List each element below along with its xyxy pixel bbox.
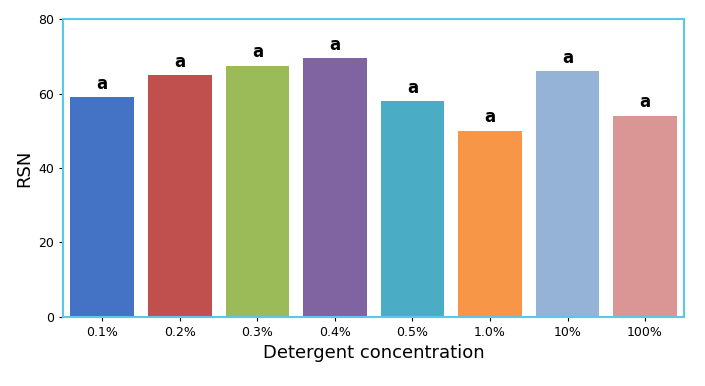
Bar (70, 97, 134, 317)
Text: a: a (174, 52, 185, 71)
Bar (613, 116, 677, 317)
Y-axis label: RSN: RSN (15, 149, 33, 186)
Text: a: a (562, 49, 573, 67)
Bar (226, 66, 289, 317)
Bar (536, 71, 599, 317)
Text: a: a (329, 36, 341, 54)
Text: a: a (484, 108, 496, 126)
Bar (458, 131, 522, 317)
X-axis label: Detergent concentration: Detergent concentration (263, 344, 484, 362)
Bar (381, 101, 444, 317)
Bar (303, 58, 367, 317)
Text: a: a (639, 93, 651, 112)
Bar (148, 75, 211, 317)
Text: a: a (407, 79, 418, 96)
Text: a: a (252, 43, 263, 61)
Text: a: a (97, 75, 108, 93)
